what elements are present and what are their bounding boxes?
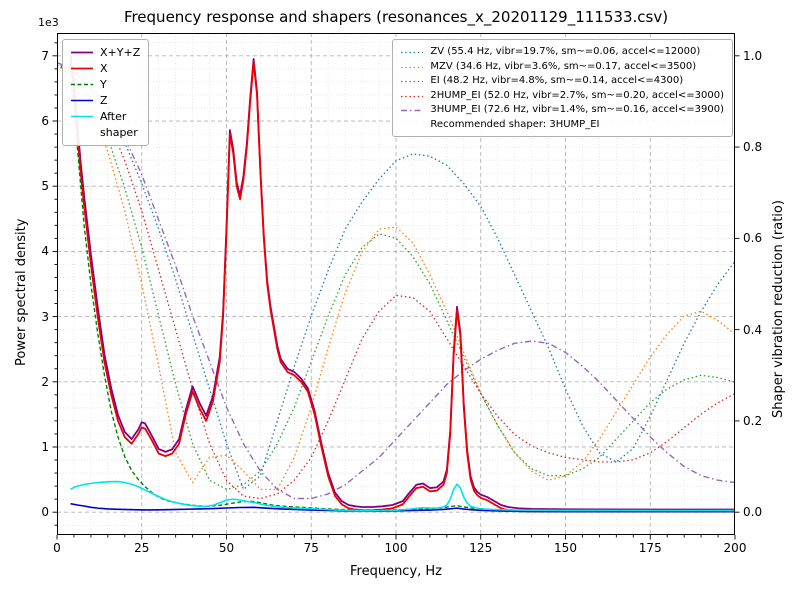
y-axis-label-right: Shaper vibration reduction (ratio)	[771, 200, 786, 418]
y-left-tick-label: 5	[41, 179, 49, 194]
x-tick-label: 0	[53, 541, 61, 555]
legend-entry-psd_xyz: X+Y+Z	[70, 45, 140, 61]
y-right-tick-label: 0.6	[743, 231, 763, 246]
legend-line-swatch	[401, 80, 424, 83]
legend-entry-label: After shaper	[100, 109, 138, 139]
legend-entry-label: 2HUMP_EI (52.0 Hz, vibr=2.7%, sm~=0.20, …	[430, 89, 724, 101]
y-axis-offset-label: 1e3	[38, 16, 59, 29]
legend-entry-label: X	[100, 61, 108, 75]
legend-line-swatch	[71, 115, 93, 118]
y-left-tick-label: 1	[41, 439, 49, 454]
legend-entry-label: Recommended shaper: 3HUMP_EI	[430, 118, 600, 130]
y-left-tick-label: 2	[41, 374, 49, 389]
x-tick-label: 25	[134, 541, 150, 555]
legend-entry-label: Y	[100, 77, 107, 91]
legend-spacer	[400, 118, 424, 119]
legend-entry-3hump_ei: 3HUMP_EI (72.6 Hz, vibr=1.4%, sm~=0.16, …	[400, 103, 724, 118]
legend-entry-zv: ZV (55.4 Hz, vibr=19.7%, sm~=0.06, accel…	[400, 45, 724, 60]
legend-line-swatch	[71, 51, 93, 54]
legend-line-swatch	[71, 99, 93, 102]
legend-entry-mzv: MZV (34.6 Hz, vibr=3.6%, sm~=0.17, accel…	[400, 60, 724, 75]
x-axis-label: Frequency, Hz	[349, 564, 443, 579]
psd-legend: X+Y+Z X Y Z After shaper	[62, 39, 150, 146]
legend-entry-psd_z: Z	[70, 93, 140, 109]
legend-line-swatch	[401, 95, 424, 97]
y-right-tick-label: 0.2	[743, 413, 763, 428]
x-tick-label: 125	[469, 541, 493, 555]
legend-line-swatch	[71, 83, 93, 86]
legend-line-swatch	[401, 109, 424, 112]
x-tick-label: 50	[218, 541, 235, 555]
legend-entry-label: X+Y+Z	[100, 46, 141, 59]
legend-line-swatch	[401, 51, 424, 54]
legend-entry-psd_y: Y	[70, 77, 140, 93]
legend-entry-psd_after_shaper: After shaper	[70, 109, 140, 141]
legend-entry-label: 3HUMP_EI (72.6 Hz, vibr=1.4%, sm~=0.16, …	[430, 104, 724, 115]
y-left-tick-label: 6	[41, 114, 49, 128]
x-tick-label: 200	[723, 541, 747, 555]
recommended-shaper-note: Recommended shaper: 3HUMP_EI	[400, 118, 724, 133]
legend-entry-label: MZV (34.6 Hz, vibr=3.6%, sm~=0.17, accel…	[430, 60, 697, 72]
x-tick-label: 100	[384, 541, 408, 555]
legend-entry-label: ZV (55.4 Hz, vibr=19.7%, sm~=0.06, accel…	[430, 46, 701, 57]
y-right-tick-label: 0.4	[743, 322, 763, 337]
legend-line-swatch	[401, 66, 424, 68]
shaper-legend: ZV (55.4 Hz, vibr=19.7%, sm~=0.06, accel…	[392, 39, 733, 137]
legend-entry-label: EI (48.2 Hz, vibr=4.8%, sm~=0.14, accel<…	[430, 75, 684, 86]
y-left-tick-label: 4	[41, 244, 49, 259]
legend-entry-ei: EI (48.2 Hz, vibr=4.8%, sm~=0.14, accel<…	[400, 74, 724, 89]
y-left-tick-label: 7	[41, 48, 49, 63]
y-left-tick-label: 0	[41, 505, 49, 520]
x-tick-label: 150	[554, 541, 577, 555]
x-tick-label: 175	[638, 541, 662, 555]
y-left-tick-label: 3	[41, 309, 49, 324]
y-axis-label-left: Power spectral density	[14, 218, 29, 366]
y-right-tick-label: 0.8	[743, 140, 763, 155]
y-right-tick-label: 1.0	[743, 48, 763, 63]
legend-entry-psd_x: X	[70, 61, 140, 77]
y-right-tick-label: 0.0	[743, 505, 763, 520]
legend-entry-label: Z	[100, 93, 108, 107]
x-tick-label: 75	[303, 541, 319, 555]
legend-entry-2hump_ei: 2HUMP_EI (52.0 Hz, vibr=2.7%, sm~=0.20, …	[400, 89, 724, 104]
legend-line-swatch	[71, 67, 93, 70]
chart-title: Frequency response and shapers (resonanc…	[123, 8, 669, 26]
